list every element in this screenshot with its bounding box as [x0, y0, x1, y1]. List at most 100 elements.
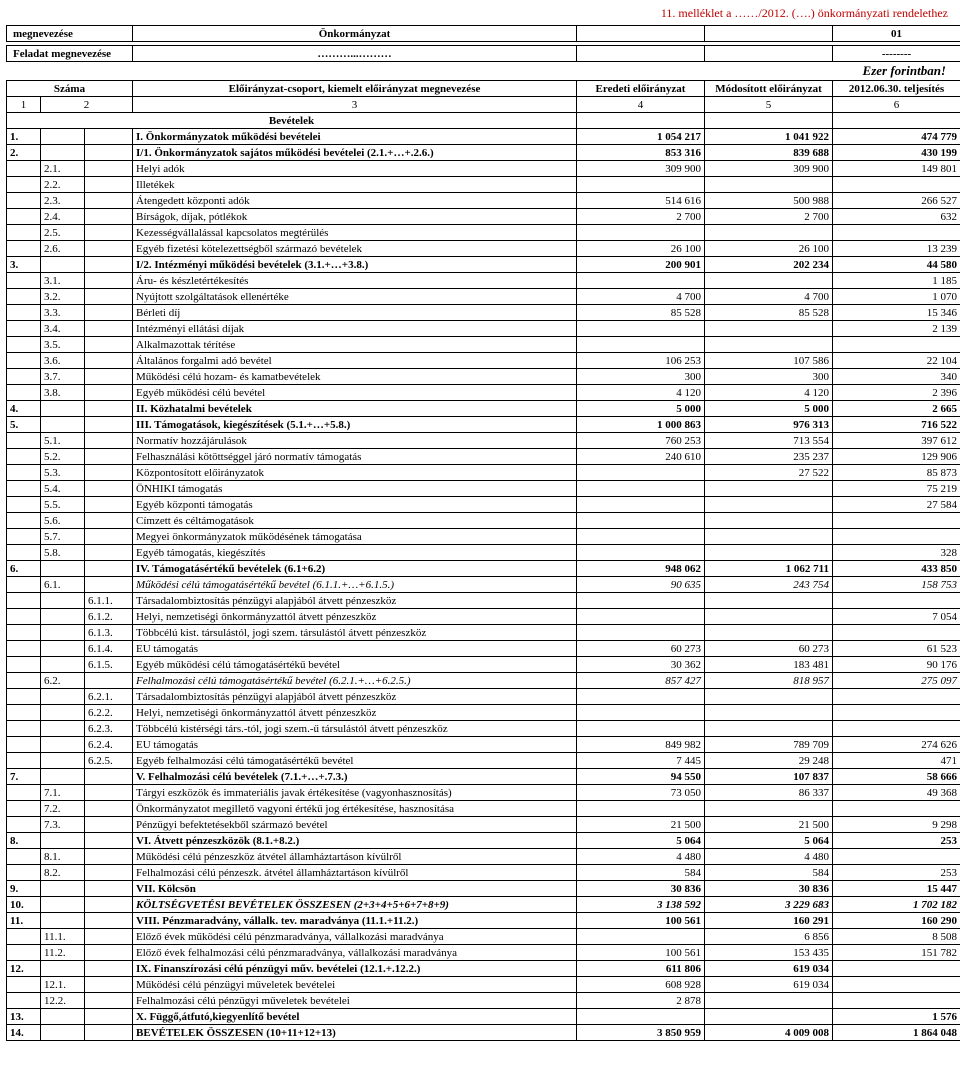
cell-c [85, 129, 133, 145]
cell-b [41, 417, 85, 433]
cell-a [7, 225, 41, 241]
cell-v4: 5 000 [577, 401, 705, 417]
cell-a: 5. [7, 417, 41, 433]
cell-desc: Egyéb felhalmozási célú támogatásértékű … [133, 753, 577, 769]
cell-v5 [705, 177, 833, 193]
cell-desc: Többcélú kistérségi társ.-tól, jogi szem… [133, 721, 577, 737]
cell-v6: 149 801 [833, 161, 960, 177]
cell-b: 7.2. [41, 801, 85, 817]
cell-b [41, 257, 85, 273]
cell-v5: 86 337 [705, 785, 833, 801]
table-row: 6.2.4.EU támogatás849 982789 709274 626 [7, 737, 960, 753]
cell-desc: II. Közhatalmi bevételek [133, 401, 577, 417]
cell-v4: 7 445 [577, 753, 705, 769]
cell-desc: Egyéb támogatás, kiegészítés [133, 545, 577, 561]
cell-v4: 73 050 [577, 785, 705, 801]
table-row: 12.1.Működési célú pénzügyi műveletek be… [7, 977, 960, 993]
cell-v6: 15 447 [833, 881, 960, 897]
cell-v5: 29 248 [705, 753, 833, 769]
cell-b [41, 625, 85, 641]
cell-v5 [705, 545, 833, 561]
cell-c: 6.1.3. [85, 625, 133, 641]
cell-c [85, 353, 133, 369]
table-row: 5.III. Támogatások, kiegészítések (5.1.+… [7, 417, 960, 433]
value-onkormanyzat: Önkormányzat [133, 26, 577, 42]
cell-v6: 340 [833, 369, 960, 385]
cell-a [7, 529, 41, 545]
table-row: 2.3.Átengedett központi adók514 616500 9… [7, 193, 960, 209]
cell-v6 [833, 529, 960, 545]
cell-v5: 309 900 [705, 161, 833, 177]
cell-a [7, 353, 41, 369]
cell-a [7, 929, 41, 945]
cell-b: 5.7. [41, 529, 85, 545]
cell-b: 5.6. [41, 513, 85, 529]
header-table-1: megnevezése Önkormányzat 01 [6, 25, 960, 42]
colnum-1: 1 [7, 97, 41, 113]
cell-v6: 75 219 [833, 481, 960, 497]
cell-c [85, 177, 133, 193]
cell-v4 [577, 337, 705, 353]
cell-v5: 60 273 [705, 641, 833, 657]
cell-v6 [833, 513, 960, 529]
table-row: 6.2.Felhalmozási célú támogatásértékű be… [7, 673, 960, 689]
cell-c: 6.1.5. [85, 657, 133, 673]
cell-v5: 713 554 [705, 433, 833, 449]
cell-b [41, 609, 85, 625]
cell-a [7, 977, 41, 993]
cell-v4 [577, 513, 705, 529]
cell-a: 2. [7, 145, 41, 161]
cell-v4: 4 700 [577, 289, 705, 305]
table-row: 3.I/2. Intézményi működési bevételek (3.… [7, 257, 960, 273]
cell-c [85, 481, 133, 497]
cell-a: 4. [7, 401, 41, 417]
cell-v5: 5 064 [705, 833, 833, 849]
header-table-2: Feladat megnevezése ………...……… -------- [6, 45, 960, 62]
cell-v6: 716 522 [833, 417, 960, 433]
col-modositott: Módosított előirányzat [705, 81, 833, 97]
cell-b [41, 961, 85, 977]
table-row: 9.VII. Kölcsön30 83630 83615 447 [7, 881, 960, 897]
cell-desc: Felhalmozási célú pénzeszk. átvétel álla… [133, 865, 577, 881]
table-row: 5.8.Egyéb támogatás, kiegészítés328 [7, 545, 960, 561]
cell-v6: 90 176 [833, 657, 960, 673]
cell-v6: 2 139 [833, 321, 960, 337]
cell-v5: 85 528 [705, 305, 833, 321]
cell-a [7, 385, 41, 401]
cell-v5: 6 856 [705, 929, 833, 945]
cell-v5 [705, 689, 833, 705]
cell-c [85, 817, 133, 833]
cell-v6 [833, 977, 960, 993]
cell-v4 [577, 545, 705, 561]
cell-v6 [833, 593, 960, 609]
cell-desc: VI. Átvett pénzeszközök (8.1.+8.2.) [133, 833, 577, 849]
cell-b: 3.4. [41, 321, 85, 337]
cell-v5 [705, 609, 833, 625]
cell-b: 7.3. [41, 817, 85, 833]
cell-c [85, 337, 133, 353]
cell-v4: 857 427 [577, 673, 705, 689]
table-row: 3.3.Bérleti díj85 52885 52815 346 [7, 305, 960, 321]
table-row: 6.IV. Támogatásértékű bevételek (6.1+6.2… [7, 561, 960, 577]
cell-desc: EU támogatás [133, 641, 577, 657]
cell-v4: 2 700 [577, 209, 705, 225]
cell-b [41, 689, 85, 705]
col-eredeti: Eredeti előirányzat [577, 81, 705, 97]
cell-c [85, 977, 133, 993]
table-row: 6.1.2.Helyi, nemzetiségi önkormányzattól… [7, 609, 960, 625]
cell-v5: 235 237 [705, 449, 833, 465]
cell-c [85, 849, 133, 865]
col-teljesites: 2012.06.30. teljesítés [833, 81, 960, 97]
cell-b: 12.2. [41, 993, 85, 1009]
cell-desc: VII. Kölcsön [133, 881, 577, 897]
table-row: 6.2.3.Többcélú kistérségi társ.-tól, jog… [7, 721, 960, 737]
table-row: 5.4.ÖNHIKI támogatás75 219 [7, 481, 960, 497]
table-row: 11.2.Előző évek felhalmozási célú pénzma… [7, 945, 960, 961]
cell-a: 13. [7, 1009, 41, 1025]
cell-a [7, 513, 41, 529]
cell-v5: 4 480 [705, 849, 833, 865]
cell-v6: 266 527 [833, 193, 960, 209]
cell-c [85, 449, 133, 465]
cell-b [41, 897, 85, 913]
cell-b [41, 561, 85, 577]
